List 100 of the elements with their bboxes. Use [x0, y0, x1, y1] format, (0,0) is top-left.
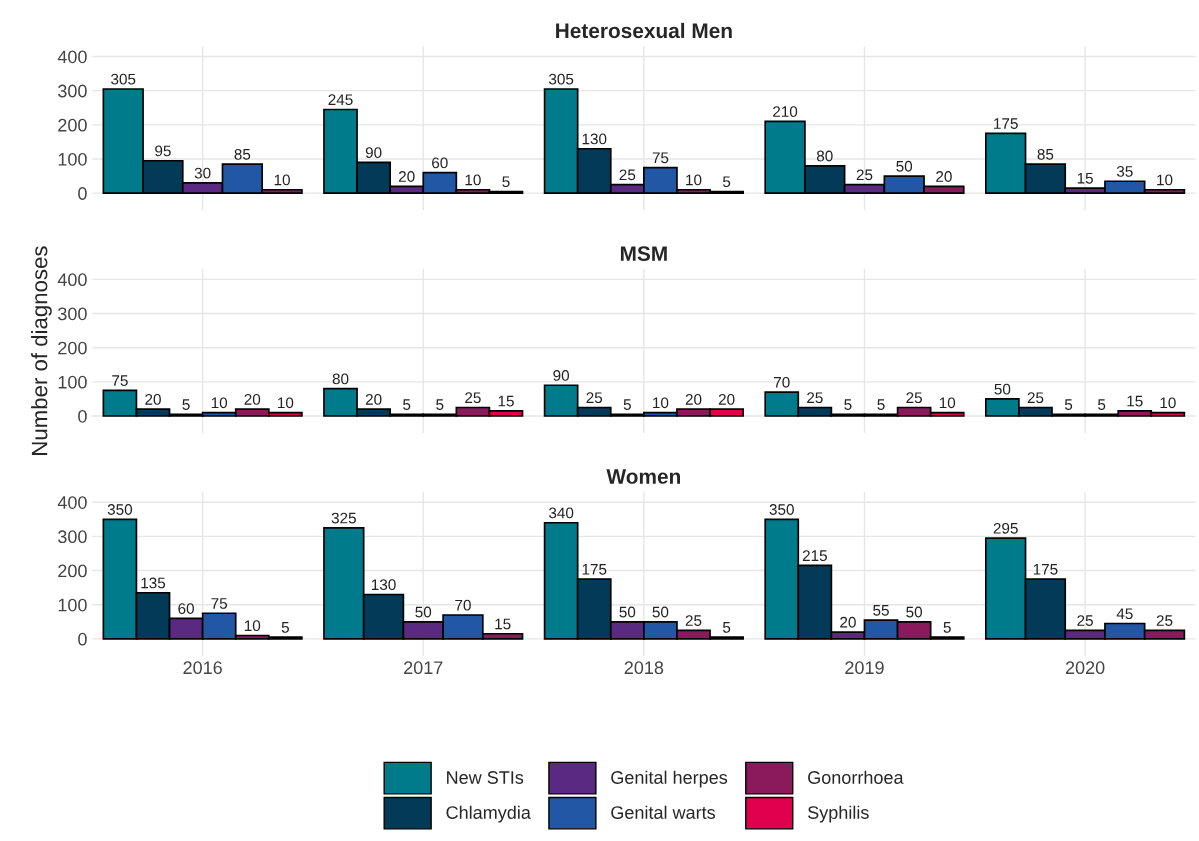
data-label: 10	[1160, 397, 1176, 409]
data-label: 15	[498, 395, 514, 407]
data-label: 175	[1033, 564, 1058, 575]
data-label: 5	[623, 399, 631, 410]
data-label: 35	[1116, 165, 1133, 177]
data-label: 245	[328, 94, 353, 106]
data-label: 10	[465, 174, 481, 186]
data-label: 50	[906, 606, 923, 618]
data-label: 340	[548, 507, 574, 519]
data-label: 5	[722, 622, 731, 633]
data-label: 5	[182, 399, 190, 410]
legend-label: Chlamydia	[446, 805, 531, 823]
data-label: 50	[652, 606, 669, 618]
data-label: 10	[211, 397, 228, 409]
legend-label: Syphilis	[808, 805, 869, 823]
data-label: 25	[619, 169, 636, 181]
data-label: 5	[502, 176, 510, 188]
data-label: 350	[107, 504, 133, 515]
x-tick-label: 2020	[1065, 661, 1105, 675]
data-label: 20	[398, 171, 415, 182]
data-label: 210	[773, 106, 798, 118]
data-label: 5	[436, 399, 444, 410]
y-tick-label: 200	[58, 564, 87, 578]
data-label: 10	[939, 397, 956, 409]
legend-label: New STIs	[447, 771, 524, 784]
data-label: 130	[371, 579, 396, 591]
data-label: 75	[652, 152, 669, 164]
data-label: 80	[332, 373, 349, 385]
data-label: 25	[1077, 615, 1093, 626]
data-label: 25	[856, 169, 873, 181]
data-label: 30	[194, 167, 211, 179]
x-tick-label: 2017	[404, 661, 443, 675]
data-label: 90	[553, 370, 570, 381]
data-label: 15	[1077, 172, 1093, 184]
data-label: 95	[155, 145, 171, 157]
data-label: 15	[1127, 395, 1143, 407]
data-label: 50	[415, 606, 432, 618]
data-label: 10	[1157, 174, 1173, 186]
data-label: 25	[906, 392, 922, 404]
y-tick-label: 200	[58, 341, 87, 355]
legend-label: Genital warts	[611, 805, 716, 819]
y-tick-label: 200	[58, 118, 87, 132]
data-label: 10	[278, 397, 294, 409]
data-label: 55	[873, 605, 889, 616]
data-label: 135	[141, 577, 166, 589]
data-label: 5	[722, 176, 731, 188]
data-label: 45	[1116, 608, 1133, 620]
data-label: 85	[234, 148, 251, 160]
data-label: 70	[455, 599, 471, 611]
y-tick-label: 100	[58, 598, 87, 612]
data-label: 15	[495, 618, 511, 630]
data-label: 350	[769, 504, 794, 515]
data-label: 5	[943, 622, 951, 633]
y-tick-label: 300	[58, 307, 87, 321]
x-tick-label: 2019	[845, 661, 884, 675]
data-label: 5	[403, 399, 411, 410]
data-label: 5	[1098, 399, 1106, 410]
data-label: 10	[244, 620, 261, 632]
data-label: 130	[582, 133, 607, 145]
data-label: 25	[685, 615, 702, 626]
data-label: 80	[816, 150, 833, 162]
data-label: 20	[685, 393, 702, 405]
y-tick-label: 400	[57, 273, 87, 287]
data-label: 25	[807, 392, 823, 404]
data-label: 90	[365, 147, 382, 159]
data-label: 50	[619, 606, 636, 618]
data-label: 175	[994, 118, 1018, 129]
y-tick-label: 300	[58, 530, 87, 544]
data-label: 325	[331, 512, 356, 524]
x-tick-label: 2016	[183, 661, 222, 675]
data-label: 20	[840, 616, 856, 628]
data-label: 50	[994, 383, 1011, 395]
data-label: 10	[686, 174, 702, 186]
y-tick-label: 100	[58, 375, 87, 389]
data-label: 85	[1037, 148, 1054, 160]
data-label: 20	[365, 393, 382, 405]
data-label: 25	[586, 392, 603, 404]
data-label: 20	[244, 393, 261, 405]
data-label: 5	[877, 399, 885, 410]
data-label: 5	[844, 399, 852, 410]
data-label: 25	[465, 392, 481, 404]
data-label: 75	[211, 598, 228, 609]
chart-title: MSM	[620, 246, 667, 261]
data-label: 5	[281, 622, 289, 633]
data-label: 215	[802, 550, 827, 562]
data-label: 5	[1064, 399, 1073, 410]
data-label: 305	[548, 73, 574, 85]
data-label: 20	[936, 171, 952, 182]
x-tick-label: 2018	[624, 661, 664, 675]
data-label: 175	[582, 564, 607, 575]
data-label: 20	[718, 393, 735, 405]
y-tick-label: 0	[78, 409, 87, 423]
chart-title: Women	[606, 469, 680, 484]
data-label: 295	[993, 522, 1018, 534]
data-label: 60	[432, 157, 448, 169]
y-tick-label: 0	[78, 187, 87, 200]
y-axis-title: Number of diagnoses	[31, 246, 52, 455]
y-tick-label: 100	[58, 152, 87, 166]
data-label: 70	[774, 376, 790, 388]
y-tick-label: 400	[57, 50, 87, 64]
